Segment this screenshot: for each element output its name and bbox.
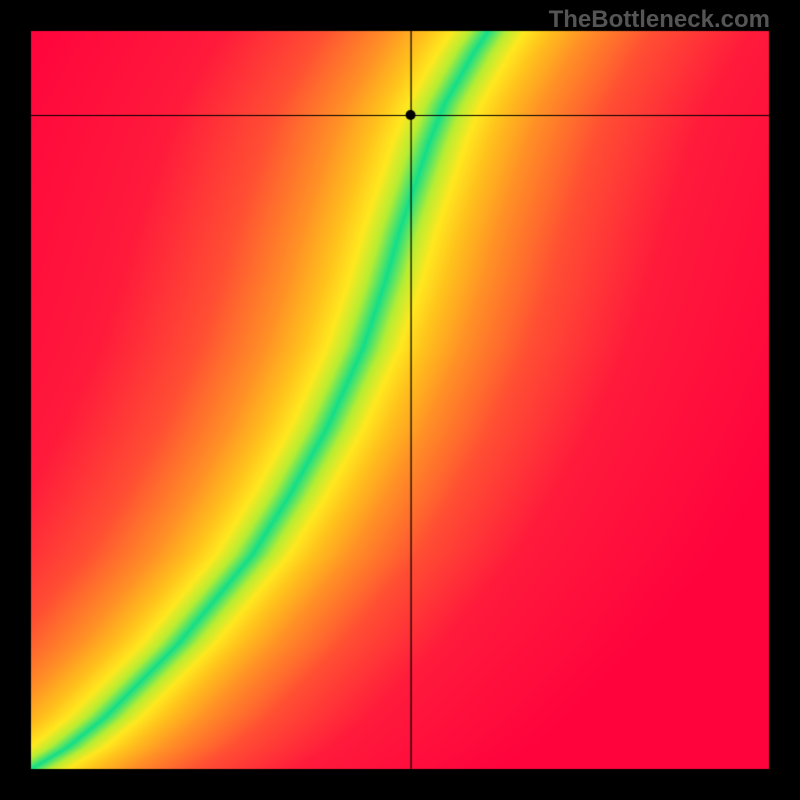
bottleneck-heatmap (0, 0, 800, 800)
watermark-label: TheBottleneck.com (549, 6, 770, 34)
